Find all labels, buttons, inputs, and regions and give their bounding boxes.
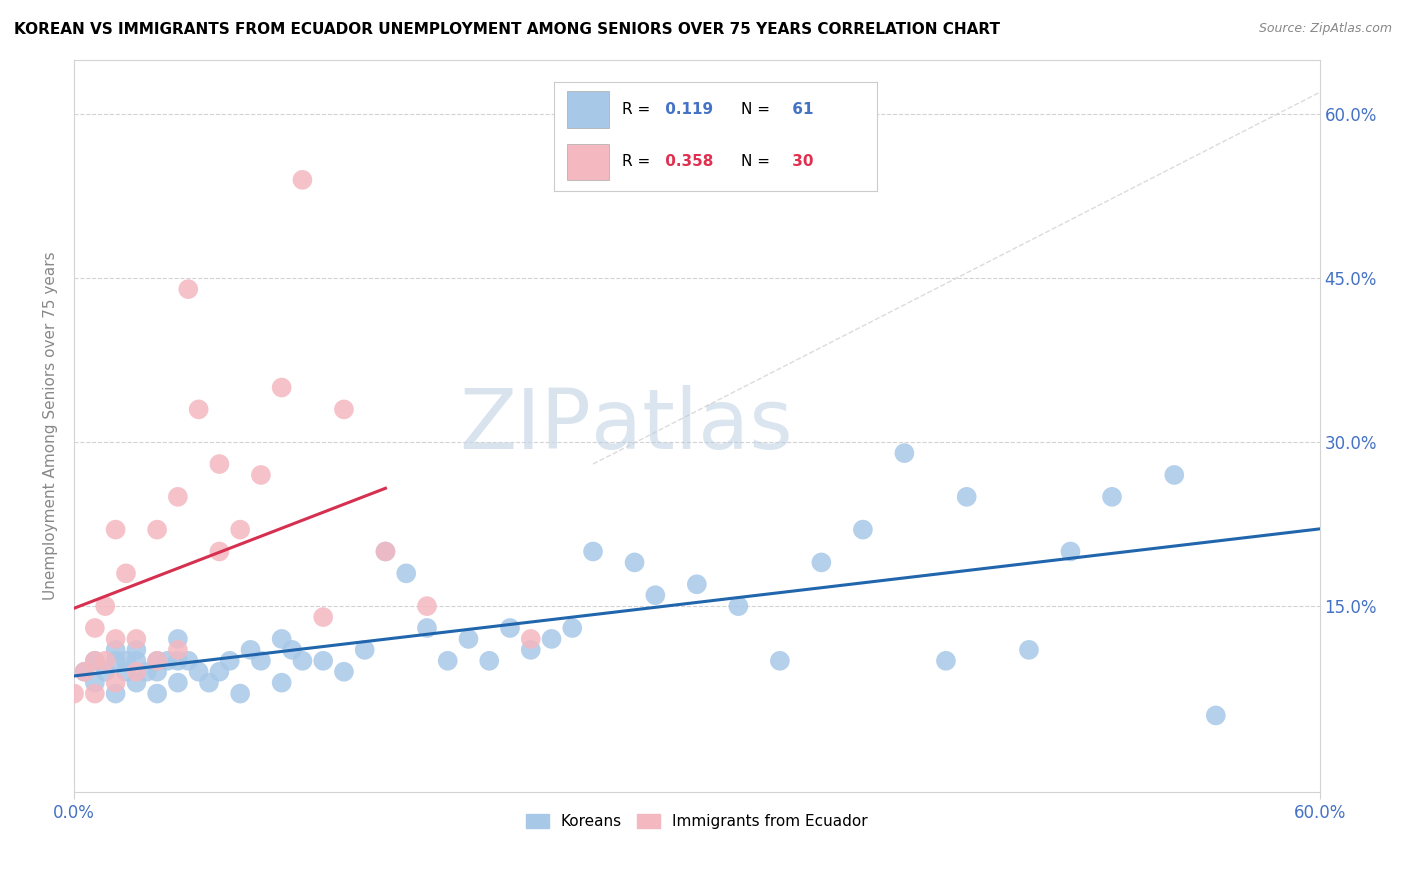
Point [416, 599, 439, 614]
Point [187, 665, 209, 679]
Point [540, 632, 562, 646]
Point [312, 654, 335, 668]
Point [291, 654, 314, 668]
Point [125, 643, 148, 657]
Point [291, 173, 314, 187]
Point [1101, 490, 1123, 504]
Point [167, 490, 190, 504]
Point [94, 665, 117, 679]
Point [198, 675, 221, 690]
Point [104, 643, 127, 657]
Point [956, 490, 979, 504]
Point [810, 556, 832, 570]
Point [83, 654, 105, 668]
Point [146, 665, 169, 679]
Point [156, 654, 179, 668]
Point [353, 643, 375, 657]
Point [270, 632, 292, 646]
Point [852, 523, 875, 537]
Point [187, 402, 209, 417]
Point [125, 632, 148, 646]
Point [239, 643, 262, 657]
Point [115, 654, 138, 668]
Text: Source: ZipAtlas.com: Source: ZipAtlas.com [1258, 22, 1392, 36]
Point [520, 643, 543, 657]
Point [208, 544, 231, 558]
Point [395, 566, 418, 581]
Point [935, 654, 957, 668]
Point [115, 566, 138, 581]
Text: KOREAN VS IMMIGRANTS FROM ECUADOR UNEMPLOYMENT AMONG SENIORS OVER 75 YEARS CORRE: KOREAN VS IMMIGRANTS FROM ECUADOR UNEMPL… [14, 22, 1000, 37]
Point [520, 632, 543, 646]
Point [561, 621, 583, 635]
Point [1018, 643, 1040, 657]
Point [104, 687, 127, 701]
Point [167, 675, 190, 690]
Point [229, 687, 252, 701]
Point [644, 588, 666, 602]
Point [83, 654, 105, 668]
Point [104, 523, 127, 537]
Point [250, 467, 273, 482]
Point [167, 632, 190, 646]
Point [457, 632, 479, 646]
Legend: Koreans, Immigrants from Ecuador: Koreans, Immigrants from Ecuador [520, 808, 875, 836]
Point [115, 665, 138, 679]
Point [893, 446, 915, 460]
Point [63, 687, 86, 701]
Point [229, 523, 252, 537]
Point [83, 687, 105, 701]
Point [1059, 544, 1081, 558]
Point [104, 675, 127, 690]
Point [281, 643, 304, 657]
Point [582, 544, 605, 558]
Point [1163, 467, 1185, 482]
Point [333, 402, 356, 417]
Point [125, 654, 148, 668]
Point [416, 621, 439, 635]
Point [727, 599, 749, 614]
Point [333, 665, 356, 679]
Point [374, 544, 396, 558]
Point [686, 577, 709, 591]
Point [146, 654, 169, 668]
Point [83, 621, 105, 635]
Point [623, 556, 645, 570]
Text: ZIP: ZIP [460, 385, 591, 467]
Point [374, 544, 396, 558]
Point [208, 457, 231, 471]
Point [312, 610, 335, 624]
Point [436, 654, 458, 668]
Point [146, 654, 169, 668]
Point [177, 282, 200, 296]
Point [73, 665, 96, 679]
Point [499, 621, 522, 635]
Point [83, 675, 105, 690]
Point [769, 654, 792, 668]
Point [218, 654, 240, 668]
Point [125, 665, 148, 679]
Point [146, 687, 169, 701]
Point [478, 654, 501, 668]
Y-axis label: Unemployment Among Seniors over 75 years: Unemployment Among Seniors over 75 years [44, 252, 58, 600]
Text: atlas: atlas [591, 385, 793, 467]
Point [177, 654, 200, 668]
Point [104, 632, 127, 646]
Point [250, 654, 273, 668]
Point [125, 675, 148, 690]
Point [208, 665, 231, 679]
Point [1205, 708, 1227, 723]
Point [167, 643, 190, 657]
Point [167, 654, 190, 668]
Point [94, 654, 117, 668]
Point [270, 380, 292, 394]
Point [135, 665, 157, 679]
Point [73, 665, 96, 679]
Point [94, 599, 117, 614]
Point [270, 675, 292, 690]
Point [146, 523, 169, 537]
Point [104, 654, 127, 668]
